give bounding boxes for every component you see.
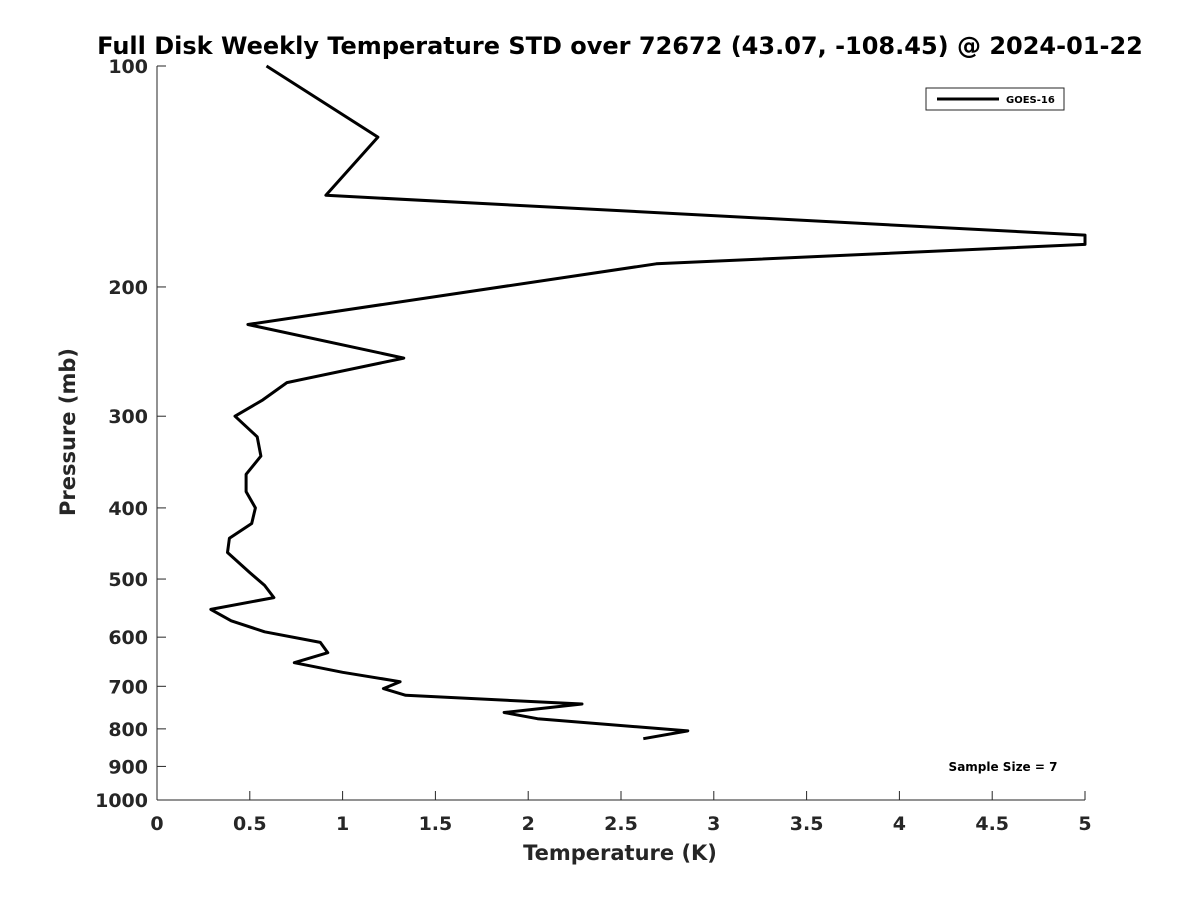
x-tick-label: 0.5 bbox=[233, 813, 267, 835]
y-tick-label: 200 bbox=[108, 277, 148, 299]
x-tick-label: 3 bbox=[707, 813, 720, 835]
y-tick-label: 700 bbox=[108, 676, 148, 698]
x-tick-label: 0 bbox=[150, 813, 163, 835]
x-axis-label: Temperature (K) bbox=[523, 841, 717, 865]
x-tick-label: 2.5 bbox=[604, 813, 638, 835]
x-tick-label: 1 bbox=[336, 813, 349, 835]
y-axis-label: Pressure (mb) bbox=[56, 348, 80, 516]
x-tick-label: 1.5 bbox=[419, 813, 453, 835]
legend: GOES-16 bbox=[925, 87, 1065, 111]
y-tick-label: 500 bbox=[108, 569, 148, 591]
x-tick-label: 4 bbox=[893, 813, 906, 835]
x-tick-label: 5 bbox=[1078, 813, 1091, 835]
y-tick-label: 900 bbox=[108, 756, 148, 778]
series-line-goes-16 bbox=[209, 64, 1087, 741]
legend-label: GOES-16 bbox=[1006, 95, 1055, 106]
y-tick-label: 600 bbox=[108, 627, 148, 649]
y-tick-label: 800 bbox=[108, 719, 148, 741]
y-ticks: 100 200 300 400 500 600 700 800 900 1000 bbox=[95, 56, 166, 812]
chart-title: Full Disk Weekly Temperature STD over 72… bbox=[97, 32, 1143, 60]
x-tick-label: 3.5 bbox=[790, 813, 824, 835]
x-tick-label: 2 bbox=[522, 813, 535, 835]
axes bbox=[156, 66, 1085, 801]
series-group bbox=[209, 64, 1087, 741]
x-tick-label: 4.5 bbox=[975, 813, 1009, 835]
sample-size-annotation: Sample Size = 7 bbox=[949, 760, 1058, 774]
y-tick-label: 100 bbox=[108, 56, 148, 78]
y-tick-label: 300 bbox=[108, 406, 148, 428]
y-tick-label: 400 bbox=[108, 498, 148, 520]
y-tick-label: 1000 bbox=[95, 790, 148, 812]
x-ticks: 0 0.5 1 1.5 2 2.5 3 3.5 4 4.5 5 bbox=[150, 791, 1092, 835]
